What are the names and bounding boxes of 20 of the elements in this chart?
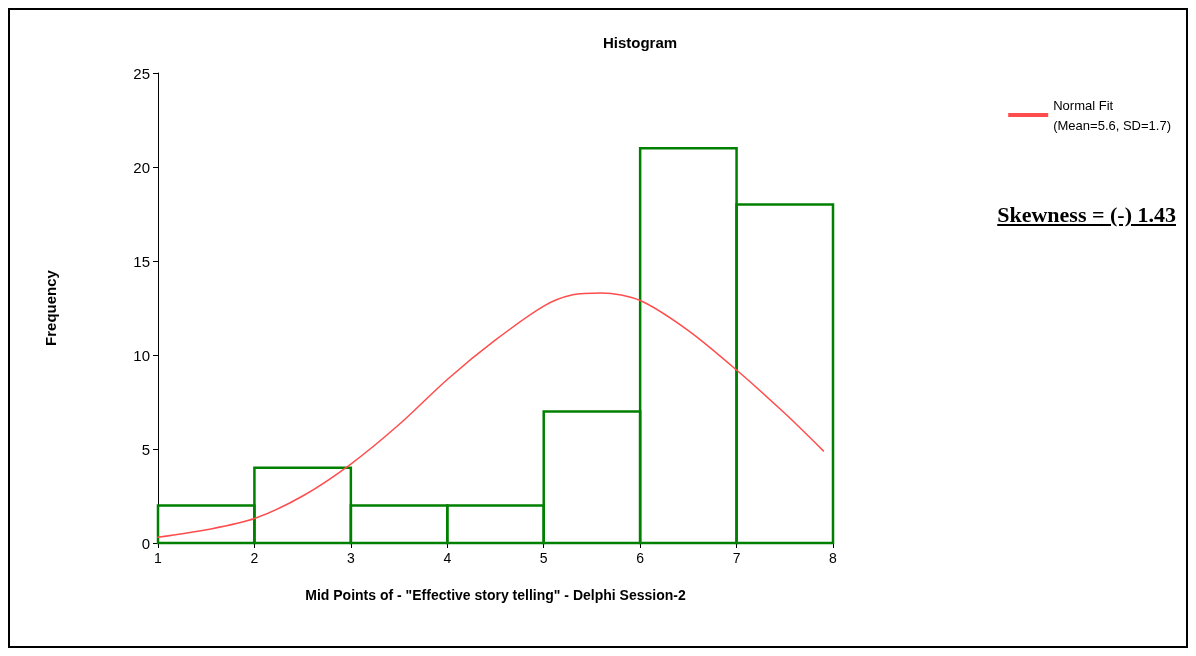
x-tick-label: 6 [636,550,645,566]
y-tick-label: 0 [141,534,150,552]
chart-title: Histogram [602,34,678,51]
y-tick-label: 20 [133,158,150,176]
y-axis-title: Frequency [42,269,59,346]
x-tick-label: 7 [732,550,741,566]
y-tick-label: 15 [133,252,150,270]
legend-label: Normal Fit (Mean=5.6, SD=1.7) [1053,97,1172,133]
y-tick-label: 10 [133,346,150,364]
x-tick-label: 2 [250,550,259,566]
y-tick-label: 25 [133,64,150,82]
x-axis-title: Mid Points of - "Effective story telling" - Delphi Session-2 [305,587,686,603]
x-tick-label: 4 [443,550,452,566]
x-tick-label: 8 [829,550,838,566]
text: Skewness = (-) 1.43 [997,202,1176,228]
x-tick-label: 5 [539,550,548,566]
x-tick-label: 1 [154,550,163,566]
line-series [157,292,825,539]
y-tick-label: 5 [141,440,150,458]
x-tick-label: 3 [346,550,355,566]
